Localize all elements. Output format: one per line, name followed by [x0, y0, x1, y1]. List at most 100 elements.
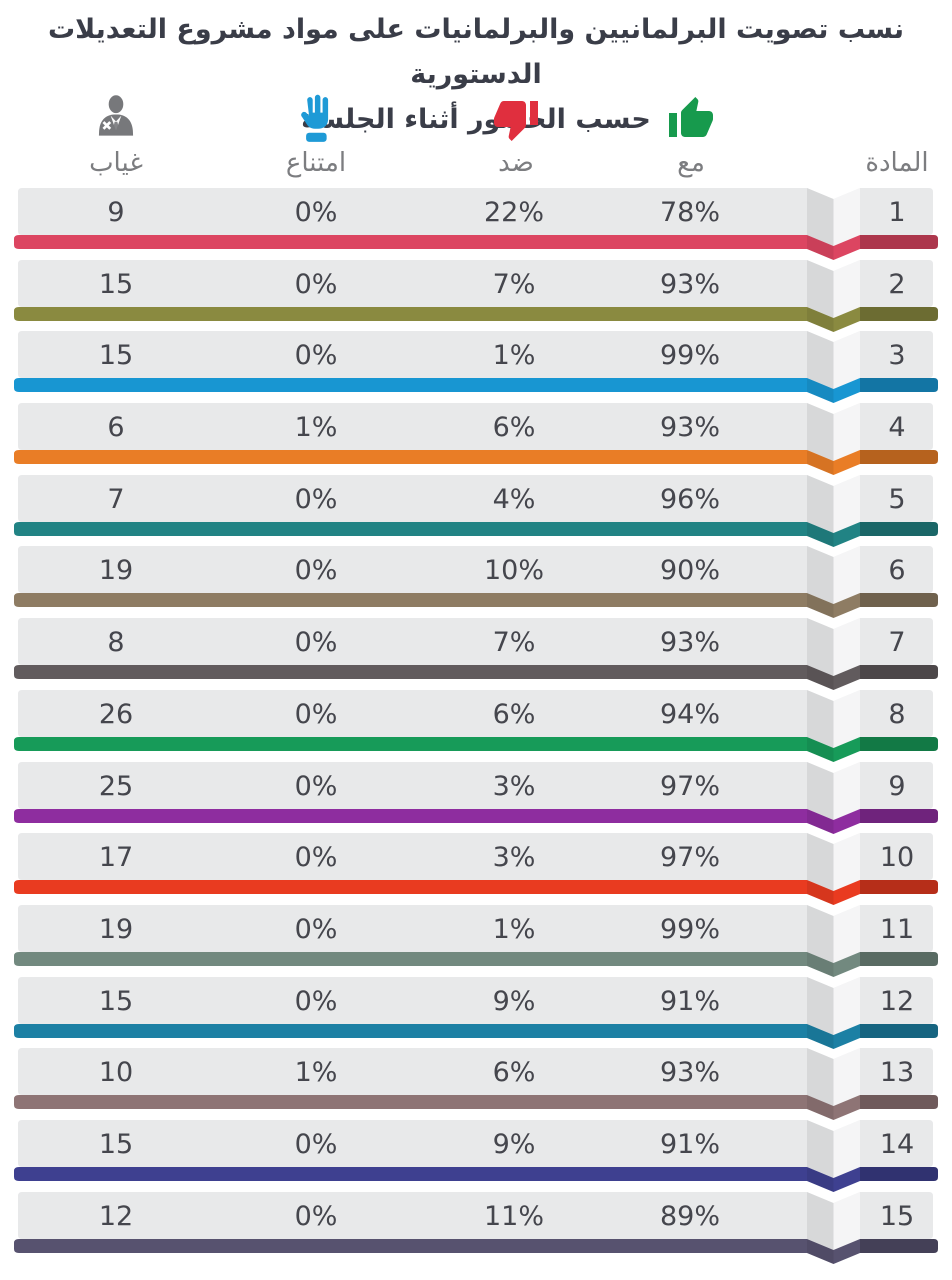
table-row: 19 0% 1% 99% 11: [0, 904, 952, 977]
row-background: [18, 904, 933, 963]
bar-fold-shadow: [807, 736, 834, 762]
against-percentage: 1%: [492, 340, 536, 372]
bar-fold-shadow: [807, 1023, 834, 1049]
table-row: 15 0% 7% 93% 2: [0, 259, 952, 332]
row-color-bar-dark-end: [860, 1023, 938, 1038]
table-row: 15 0% 9% 91% 12: [0, 976, 952, 1049]
row-color-bar: [14, 951, 860, 977]
with-percentage: 90%: [659, 555, 721, 587]
table-row: 7 0% 4% 96% 5: [0, 474, 952, 547]
with-percentage: 93%: [659, 1057, 721, 1089]
table-row: 15 0% 1% 99% 3: [0, 331, 952, 404]
against-percentage: 6%: [492, 412, 536, 444]
fold-shadow: [807, 689, 834, 748]
table-row: 19 0% 10% 90% 6: [0, 546, 952, 619]
abstain-percentage: 0%: [294, 770, 338, 802]
article-number: 4: [888, 412, 906, 444]
row-color-bar-dark-end: [860, 306, 938, 321]
against-percentage: 22%: [483, 197, 545, 228]
absent-count: 15: [98, 1128, 134, 1160]
row-background: [18, 689, 933, 748]
fold-highlight: [833, 259, 860, 318]
against-percentage: 7%: [492, 627, 536, 659]
against-percentage: 7%: [492, 268, 536, 300]
row-color-bar: [14, 1023, 860, 1049]
bar-fold-shadow: [807, 450, 834, 476]
with-percentage: 99%: [659, 340, 721, 372]
with-percentage: 97%: [659, 770, 721, 802]
bar-fold-shadow: [807, 808, 834, 834]
fold-highlight: [833, 833, 860, 892]
with-percentage: 94%: [659, 698, 721, 730]
row-background: [18, 403, 933, 462]
chart-title-line2: حسب الحضور أثناء الجلسة: [301, 104, 651, 135]
abstain-percentage: 0%: [294, 1128, 338, 1160]
abstain-percentage: 0%: [294, 268, 338, 300]
thumbs-down-icon: [488, 92, 544, 146]
column-label-abstain: امتناع: [285, 148, 347, 178]
fold-highlight: [833, 618, 860, 677]
against-percentage: 11%: [483, 1200, 545, 1232]
row-color-bar-dark-end: [860, 665, 938, 680]
bar-fold-shadow: [807, 1238, 834, 1264]
row-color-bar-dark-end: [860, 808, 938, 823]
abstain-percentage: 0%: [294, 842, 338, 874]
row-color-bar-dark-end: [860, 593, 938, 608]
fold-shadow: [807, 833, 834, 892]
table-row: 15 0% 9% 91% 14: [0, 1119, 952, 1192]
bar-fold-shadow: [807, 378, 834, 404]
row-color-bar: [14, 808, 860, 834]
bar-fold-shadow: [807, 1095, 834, 1121]
against-percentage: 4%: [492, 483, 536, 515]
fold-shadow: [807, 904, 834, 963]
table-row: 25 0% 3% 97% 9: [0, 761, 952, 834]
row-color-bar: [14, 378, 860, 404]
fold-highlight: [833, 689, 860, 748]
row-background: [18, 1119, 933, 1178]
absent-count: 26: [98, 698, 134, 730]
row-color-bar-dark-end: [860, 235, 938, 249]
row-ribbon: [14, 546, 938, 619]
abstain-percentage: 0%: [294, 340, 338, 372]
column-label-absent: غياب: [89, 148, 143, 178]
article-number: 6: [888, 555, 906, 587]
row-ribbon: [14, 833, 938, 906]
row-ribbon: [14, 188, 938, 260]
row-ribbon: [14, 1191, 938, 1264]
absent-count: 6: [107, 412, 125, 444]
fold-shadow: [807, 976, 834, 1035]
row-color-bar-dark-end: [860, 1095, 938, 1110]
fold-shadow: [807, 1119, 834, 1178]
fold-shadow: [807, 331, 834, 390]
row-color-bar: [14, 1095, 860, 1121]
abstain-percentage: 0%: [294, 985, 338, 1017]
fold-highlight: [833, 331, 860, 390]
fold-highlight: [833, 474, 860, 533]
row-color-bar-dark-end: [860, 880, 938, 895]
row-color-bar: [14, 1166, 860, 1192]
raised-hand-icon: [288, 92, 344, 146]
article-number: 15: [879, 1200, 915, 1232]
row-ribbon: [14, 904, 938, 977]
row-background: [18, 1048, 933, 1107]
fold-shadow: [807, 188, 834, 246]
row-color-bar: [14, 1238, 860, 1264]
absent-count: 12: [98, 1200, 134, 1232]
row-color-bar: [14, 736, 860, 762]
row-color-bar: [14, 450, 860, 476]
column-label-against: ضد: [498, 148, 534, 178]
row-ribbon: [14, 259, 938, 332]
row-background: [18, 474, 933, 533]
chart-title-line1: نسب تصويت البرلمانيين والبرلمانيات على م…: [47, 14, 905, 90]
thumbs-up-icon: [663, 92, 719, 146]
row-background: [18, 833, 933, 892]
article-number: 5: [888, 483, 906, 515]
absent-count: 8: [107, 627, 125, 659]
row-ribbon: [14, 618, 938, 691]
row-background: [18, 331, 933, 390]
absent-count: 9: [107, 197, 125, 228]
row-color-bar-dark-end: [860, 450, 938, 465]
row-color-bar: [14, 306, 860, 332]
absent-count: 10: [98, 1057, 134, 1089]
table-row: 8 0% 7% 93% 7: [0, 618, 952, 691]
